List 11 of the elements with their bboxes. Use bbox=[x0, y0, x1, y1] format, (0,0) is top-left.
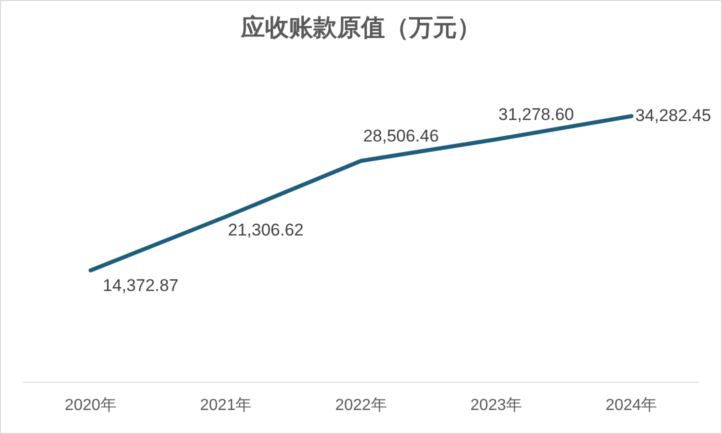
data-label: 28,506.46 bbox=[363, 126, 439, 146]
chart-title: 应收账款原值（万元） bbox=[240, 14, 481, 42]
data-label: 31,278.60 bbox=[498, 105, 574, 124]
x-tick-label: 2021年 bbox=[200, 396, 252, 414]
x-tick-label: 2024年 bbox=[606, 396, 658, 414]
x-tick-label: 2022年 bbox=[335, 396, 387, 414]
data-label: 21,306.62 bbox=[228, 220, 304, 240]
x-tick-label: 2020年 bbox=[64, 396, 116, 414]
x-tick-label: 2023年 bbox=[470, 396, 522, 414]
data-label: 14,372.87 bbox=[102, 276, 178, 296]
data-label: 34,282.45 bbox=[635, 106, 712, 125]
